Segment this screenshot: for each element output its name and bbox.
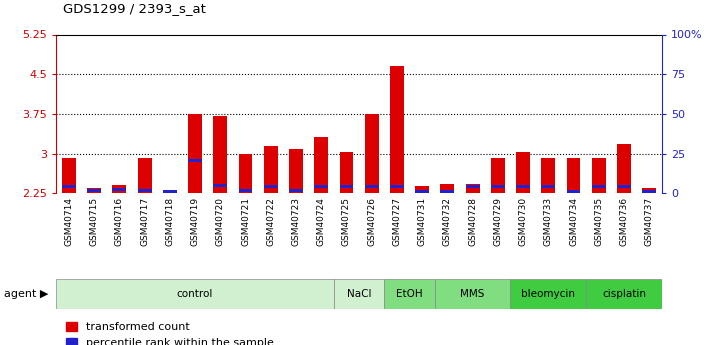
FancyBboxPatch shape bbox=[56, 279, 334, 309]
Bar bbox=[441, 184, 454, 193]
Bar bbox=[112, 185, 126, 193]
Bar bbox=[415, 190, 429, 193]
Bar bbox=[239, 189, 252, 192]
FancyBboxPatch shape bbox=[435, 279, 510, 309]
Text: GSM40718: GSM40718 bbox=[165, 197, 174, 246]
FancyBboxPatch shape bbox=[510, 279, 586, 309]
Text: GSM40722: GSM40722 bbox=[266, 197, 275, 246]
Text: NaCl: NaCl bbox=[347, 289, 371, 299]
FancyBboxPatch shape bbox=[334, 279, 384, 309]
FancyBboxPatch shape bbox=[384, 279, 435, 309]
Bar bbox=[466, 184, 479, 193]
Text: MMS: MMS bbox=[461, 289, 485, 299]
Bar bbox=[138, 158, 151, 193]
Bar bbox=[163, 190, 177, 193]
Text: GSM40737: GSM40737 bbox=[645, 197, 654, 246]
Text: GSM40731: GSM40731 bbox=[417, 197, 427, 246]
Bar bbox=[516, 185, 530, 188]
Bar bbox=[441, 190, 454, 193]
Bar bbox=[314, 137, 328, 193]
Bar bbox=[213, 117, 227, 193]
Text: cisplatin: cisplatin bbox=[602, 289, 646, 299]
Bar bbox=[466, 185, 479, 188]
Text: GSM40730: GSM40730 bbox=[518, 197, 528, 246]
Text: control: control bbox=[177, 289, 213, 299]
Text: GDS1299 / 2393_s_at: GDS1299 / 2393_s_at bbox=[63, 2, 206, 16]
FancyBboxPatch shape bbox=[586, 279, 662, 309]
Bar bbox=[516, 152, 530, 193]
Bar bbox=[415, 186, 429, 193]
Text: GSM40734: GSM40734 bbox=[569, 197, 578, 246]
Bar bbox=[642, 188, 656, 193]
Text: GSM40732: GSM40732 bbox=[443, 197, 452, 246]
Bar bbox=[491, 158, 505, 193]
Bar bbox=[289, 149, 303, 193]
Text: GSM40723: GSM40723 bbox=[291, 197, 301, 246]
Bar bbox=[592, 158, 606, 193]
Text: GSM40714: GSM40714 bbox=[64, 197, 74, 246]
Bar bbox=[87, 188, 101, 193]
Bar bbox=[163, 190, 177, 193]
Bar bbox=[188, 114, 202, 193]
Bar bbox=[62, 158, 76, 193]
Bar bbox=[264, 185, 278, 188]
Text: GSM40716: GSM40716 bbox=[115, 197, 124, 246]
Bar bbox=[365, 114, 379, 193]
Bar bbox=[112, 188, 126, 191]
Text: bleomycin: bleomycin bbox=[521, 289, 575, 299]
Bar bbox=[617, 185, 631, 188]
Text: GSM40715: GSM40715 bbox=[89, 197, 99, 246]
Text: GSM40724: GSM40724 bbox=[317, 197, 326, 246]
Bar bbox=[188, 159, 202, 161]
Text: EtOH: EtOH bbox=[397, 289, 423, 299]
Bar bbox=[138, 189, 151, 192]
Text: GSM40726: GSM40726 bbox=[367, 197, 376, 246]
Bar bbox=[390, 185, 404, 188]
Bar bbox=[239, 154, 252, 193]
Bar bbox=[567, 158, 580, 193]
Bar bbox=[617, 144, 631, 193]
Bar bbox=[289, 189, 303, 192]
Bar bbox=[390, 66, 404, 193]
Bar bbox=[365, 185, 379, 188]
Bar bbox=[491, 185, 505, 188]
Text: GSM40736: GSM40736 bbox=[619, 197, 629, 246]
Text: GSM40735: GSM40735 bbox=[594, 197, 603, 246]
Text: GSM40719: GSM40719 bbox=[190, 197, 200, 246]
Legend: transformed count, percentile rank within the sample: transformed count, percentile rank withi… bbox=[62, 318, 278, 345]
Text: GSM40725: GSM40725 bbox=[342, 197, 351, 246]
Bar bbox=[592, 185, 606, 188]
Text: GSM40728: GSM40728 bbox=[468, 197, 477, 246]
Bar bbox=[87, 189, 101, 192]
Text: agent ▶: agent ▶ bbox=[4, 289, 48, 299]
Bar bbox=[642, 190, 656, 193]
Bar bbox=[567, 190, 580, 193]
Bar bbox=[340, 185, 353, 188]
Text: GSM40727: GSM40727 bbox=[392, 197, 402, 246]
Bar bbox=[541, 185, 555, 188]
Text: GSM40720: GSM40720 bbox=[216, 197, 225, 246]
Bar bbox=[213, 184, 227, 187]
Bar bbox=[264, 146, 278, 193]
Text: GSM40717: GSM40717 bbox=[140, 197, 149, 246]
Text: GSM40733: GSM40733 bbox=[544, 197, 553, 246]
Bar bbox=[62, 185, 76, 188]
Text: GSM40729: GSM40729 bbox=[493, 197, 503, 246]
Bar bbox=[541, 158, 555, 193]
Text: GSM40721: GSM40721 bbox=[241, 197, 250, 246]
Bar bbox=[314, 185, 328, 188]
Bar bbox=[340, 152, 353, 193]
